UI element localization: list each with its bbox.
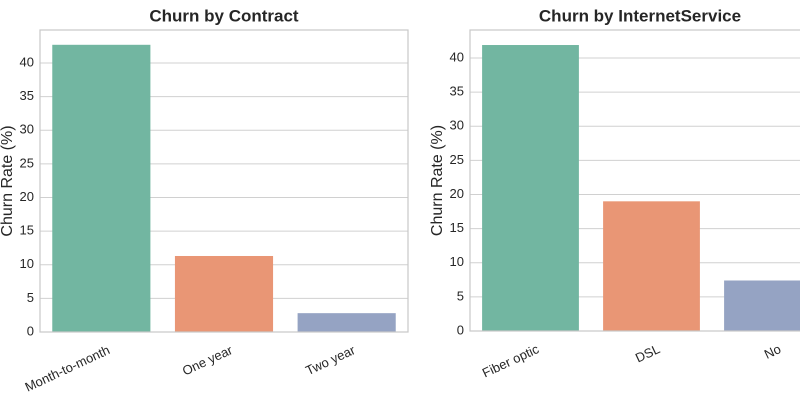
y-tick-label: 10 [20,256,34,271]
y-tick-label: 5 [457,288,464,303]
axes-frame [39,29,409,333]
bar [174,255,274,332]
x-tick-label: Two year [303,342,358,378]
y-tick-label: 35 [450,84,464,99]
y-tick-label: 30 [450,118,464,133]
y-tick-label: 20 [20,189,34,204]
x-tick-label: Fiber optic [480,341,542,380]
y-tick-label: 40 [450,49,464,64]
bar [52,44,151,332]
y-tick-label: 35 [20,88,34,103]
x-tick-label: No [762,341,783,362]
x-tick-label: DSL [633,341,662,365]
y-tick-label: 40 [20,54,34,69]
y-tick-label: 10 [450,254,464,269]
y-tick-label: 0 [457,322,464,337]
y-tick-label: 20 [450,186,464,201]
axes-frame [469,29,800,332]
bar [603,201,700,331]
y-tick-label: 15 [450,220,464,235]
y-tick-label: 15 [20,223,34,238]
y-axis-label: Churn Rate (%) [429,125,446,236]
y-tick-label: 5 [27,290,34,305]
chart-title: Churn by Contract [149,6,299,25]
bar [482,45,579,332]
y-axis-label: Churn Rate (%) [0,125,16,236]
bar [724,280,800,331]
y-tick-label: 25 [20,155,34,170]
y-tick-label: 0 [27,323,34,338]
y-tick-label: 30 [20,122,34,137]
bar [297,313,396,332]
x-tick-label: Month-to-month [23,342,113,394]
y-tick-label: 25 [450,152,464,167]
chart-title: Churn by InternetService [539,6,741,25]
x-tick-label: One year [180,342,235,378]
